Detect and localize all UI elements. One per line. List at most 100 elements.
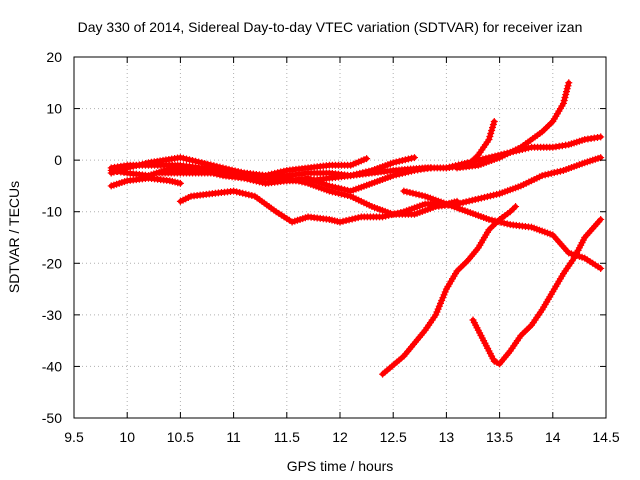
data-point (242, 190, 250, 198)
data-point (485, 215, 493, 223)
data-point (230, 187, 238, 195)
data-point (351, 214, 359, 222)
data-point (236, 189, 244, 197)
data-point (341, 191, 349, 199)
data-point (486, 133, 494, 141)
data-point (292, 176, 300, 184)
y-tick-label: -30 (42, 307, 62, 323)
data-point (389, 159, 397, 167)
y-tick-label: 20 (46, 49, 62, 65)
data-point (283, 174, 291, 182)
data-point (401, 156, 409, 164)
x-axis-label: GPS time / hours (287, 458, 394, 474)
data-point (338, 190, 346, 198)
data-point (524, 144, 532, 152)
series-line (380, 204, 519, 377)
data-point (239, 189, 247, 197)
data-point (442, 164, 450, 172)
series-arc12 (469, 215, 605, 368)
data-point (336, 218, 344, 226)
data-point (286, 175, 294, 183)
data-point (418, 192, 426, 200)
data-point (189, 157, 197, 165)
data-point (465, 197, 473, 205)
data-point (179, 154, 187, 162)
x-tick-label: 10.5 (167, 429, 194, 445)
data-point (488, 126, 496, 134)
data-point (412, 190, 420, 198)
data-point (345, 216, 353, 224)
data-point (565, 79, 573, 87)
grid (74, 57, 606, 418)
y-tick-label: -20 (42, 255, 62, 271)
data-point (541, 171, 549, 179)
x-tick-label: 9.5 (64, 429, 84, 445)
data-point (480, 193, 488, 201)
data-point (483, 193, 491, 201)
data-point (398, 157, 406, 165)
data-point (503, 220, 511, 228)
data-point (477, 194, 485, 202)
data-point (560, 96, 568, 104)
data-point (488, 216, 496, 224)
data-point (344, 192, 352, 200)
data-point (348, 215, 356, 223)
data-point (186, 156, 194, 164)
data-point (334, 189, 342, 197)
data-point (544, 170, 552, 178)
y-axis-label: SDTVAR / TECUs (6, 181, 22, 293)
data-point (550, 169, 558, 177)
data-point (462, 198, 470, 206)
y-tick-label: 10 (46, 101, 62, 117)
data-point (597, 264, 605, 272)
data-point (342, 217, 350, 225)
data-point (471, 196, 479, 204)
data-point (410, 154, 418, 162)
data-point (597, 215, 605, 223)
series-arc11 (379, 203, 520, 378)
data-point (298, 178, 306, 186)
data-point (489, 123, 497, 131)
data-point (559, 99, 567, 107)
data-point (485, 136, 493, 144)
data-point (468, 196, 476, 204)
y-tick-label: -40 (42, 358, 62, 374)
y-tick-label: 0 (54, 152, 62, 168)
data-point (289, 176, 297, 184)
data-point (295, 177, 303, 185)
data-point (328, 188, 336, 196)
data-point (500, 219, 508, 227)
data-point (403, 188, 411, 196)
x-tick-label: 14 (545, 429, 561, 445)
data-point (553, 168, 561, 176)
data-point (192, 157, 200, 165)
data-point (563, 85, 571, 93)
x-tick-label: 14.5 (592, 429, 619, 445)
series-arc4 (107, 174, 184, 190)
data-point (490, 117, 498, 125)
data-point (331, 189, 339, 197)
data-point (339, 217, 347, 225)
data-point (409, 189, 417, 197)
data-point (325, 187, 333, 195)
data-point (448, 162, 456, 170)
axis-ticks: 9.5 10 10.5 11 11.5 12 12.5 13 13.5 14 14.5 20 10 0 -1… (42, 49, 620, 445)
series-arc5 (176, 187, 461, 226)
data-point (395, 157, 403, 165)
data-point (445, 163, 453, 171)
y-tick-label: -50 (42, 410, 62, 426)
x-tick-label: 13 (439, 429, 455, 445)
data-point (406, 189, 414, 197)
data-point (363, 155, 371, 163)
x-tick-label: 11.5 (274, 429, 300, 445)
data-point (379, 213, 387, 221)
data-point (490, 191, 498, 199)
data-point (489, 120, 497, 128)
chart-title: Day 330 of 2014, Sidereal Day-to-day VTE… (78, 19, 583, 35)
data-point (407, 154, 415, 162)
data-point (354, 214, 362, 222)
data-point (486, 192, 494, 200)
data-point (248, 192, 256, 200)
data-point (562, 88, 570, 96)
data-point (487, 129, 495, 137)
